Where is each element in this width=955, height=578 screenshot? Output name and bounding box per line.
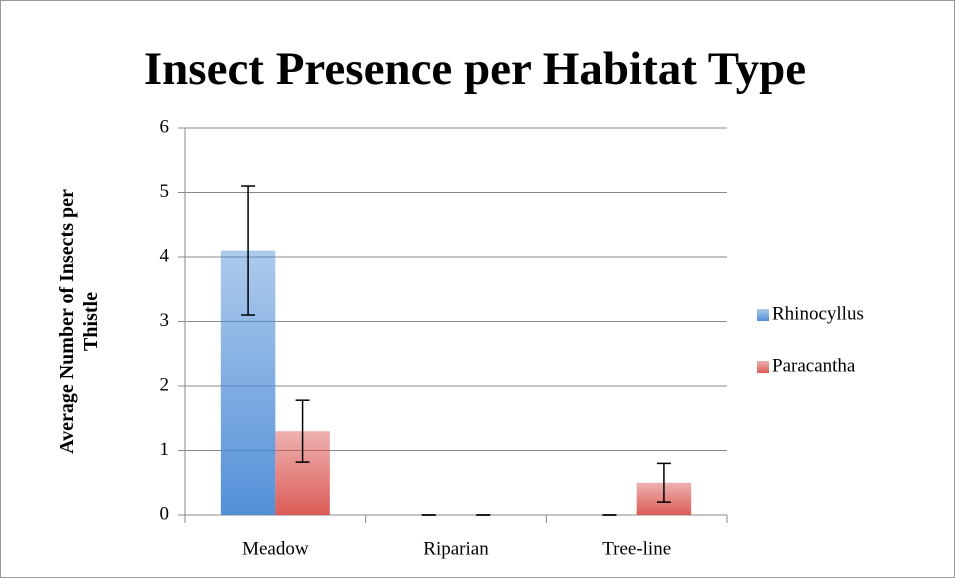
error-bar [241,185,256,316]
error-bar [295,399,310,463]
x-tick-label: Riparian [423,538,489,559]
chart-title: Insect Presence per Habitat Type [144,43,806,95]
legend-label: Paracantha [772,355,856,376]
legend-swatch [757,309,769,321]
legend-label: Rhinocyllus [772,303,864,324]
y-tick-label: 1 [160,439,170,460]
y-tick-label: 6 [160,116,170,137]
y-tick-label: 3 [160,310,170,331]
x-tick-label: Tree-line [602,538,671,559]
y-axis-label: Average Number of Insects per Thistle [56,189,102,454]
y-tick-label: 2 [160,374,170,395]
legend-swatch [757,361,769,373]
x-tick-label: Meadow [242,538,309,559]
error-bar [656,462,671,503]
y-tick-label: 0 [160,503,170,524]
y-tick-label: 4 [160,245,170,266]
y-tick-label: 5 [160,181,170,202]
